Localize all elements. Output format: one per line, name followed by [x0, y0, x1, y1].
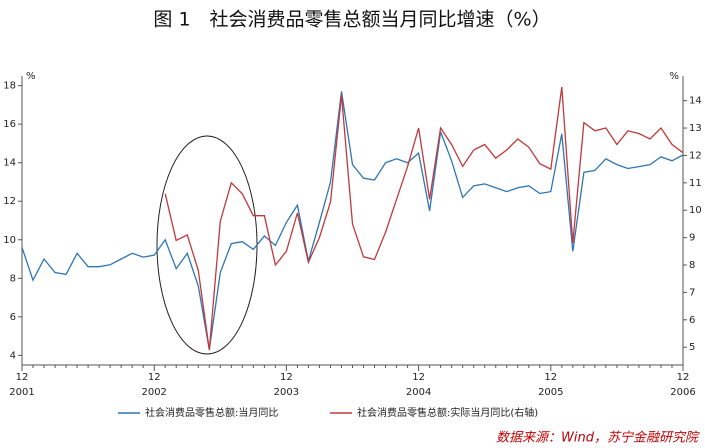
y2-tick-label: 14	[689, 96, 702, 107]
y-unit: %	[26, 71, 36, 82]
x-year-label: 2003	[274, 387, 299, 398]
series-line	[21, 91, 684, 350]
x-year-label: 2004	[406, 387, 431, 398]
x-tick-label: 12	[16, 372, 29, 383]
y2-tick-label: 10	[689, 205, 702, 216]
chart-title: 图 1 社会消费品零售总额当月同比增速（%）	[153, 9, 550, 31]
highlight-ellipse	[156, 135, 258, 355]
y2-tick-label: 9	[689, 233, 695, 244]
y2-tick-label: 6	[689, 315, 695, 326]
y-tick-label: 8	[10, 273, 16, 284]
legend-label: 社会消费品零售总额:实际当月同比(右轴)	[357, 406, 538, 419]
x-tick-label: 12	[677, 372, 690, 383]
x-tick-label: 12	[412, 372, 425, 383]
x-year-label: 2001	[9, 387, 34, 398]
y-tick-label: 4	[10, 350, 16, 361]
y-tick-label: 18	[3, 81, 16, 92]
y2-tick-label: 7	[689, 287, 695, 298]
x-tick-label: 12	[544, 372, 557, 383]
x-year-label: 2005	[538, 387, 563, 398]
y-tick-label: 14	[3, 158, 16, 169]
y2-tick-label: 13	[689, 123, 702, 134]
x-tick-label: 12	[148, 372, 161, 383]
x-tick-label: 12	[280, 372, 293, 383]
y-tick-label: 6	[10, 312, 16, 323]
x-year-label: 2002	[141, 387, 166, 398]
y2-tick-label: 11	[689, 178, 702, 189]
series-line	[164, 86, 684, 350]
y2-tick-label: 12	[689, 150, 702, 161]
legend-label: 社会消费品零售总额:当月同比	[145, 406, 278, 419]
y2-tick-label: 5	[689, 342, 695, 353]
y-tick-label: 16	[3, 119, 16, 130]
x-year-label: 2006	[670, 387, 695, 398]
y-tick-label: 12	[3, 196, 16, 207]
source-note: 数据来源：Wind，苏宁金融研究院	[496, 430, 700, 446]
y2-unit: %	[669, 71, 679, 82]
y2-tick-label: 8	[689, 260, 695, 271]
y-tick-label: 10	[3, 235, 16, 246]
